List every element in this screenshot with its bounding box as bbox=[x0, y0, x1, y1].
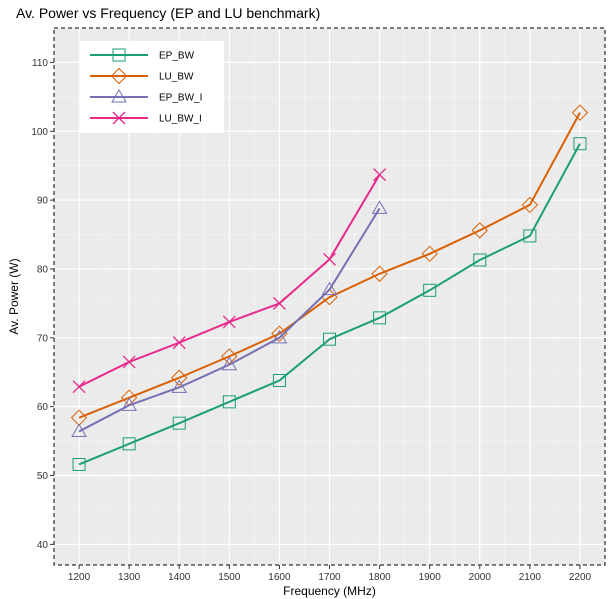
chart-title: Av. Power vs Frequency (EP and LU benchm… bbox=[16, 5, 320, 21]
data-point bbox=[122, 437, 136, 451]
data-point bbox=[72, 380, 86, 394]
y-tick-label: 90 bbox=[37, 196, 49, 207]
series-line bbox=[78, 207, 381, 433]
x-tick-label: 2000 bbox=[469, 572, 492, 583]
data-point bbox=[222, 315, 236, 329]
x-tick-label: 1700 bbox=[318, 572, 341, 583]
x-axis-title: Frequency (MHz) bbox=[283, 584, 376, 598]
data-point bbox=[171, 369, 188, 386]
legend-label: EP_BW_I bbox=[159, 93, 202, 104]
data-point bbox=[222, 395, 236, 409]
axis-ticks: 1200 1300 1400 1500 1600 1700 1800 1900 2000 2100… bbox=[31, 58, 591, 583]
data-point bbox=[171, 379, 188, 393]
data-point bbox=[323, 252, 336, 266]
legend-marker bbox=[112, 111, 126, 125]
y-tick-label: 60 bbox=[37, 402, 49, 413]
x-tick-label: 2100 bbox=[519, 572, 542, 583]
data-point bbox=[371, 265, 388, 282]
data-point bbox=[71, 423, 87, 437]
y-tick-label: 100 bbox=[31, 127, 48, 138]
legend-label: EP_BW bbox=[159, 51, 195, 62]
data-point-stroke bbox=[72, 380, 86, 394]
series-line bbox=[78, 112, 581, 419]
data-point bbox=[473, 253, 487, 267]
data-point bbox=[523, 229, 537, 243]
y-tick-label: 70 bbox=[37, 333, 49, 344]
data-point bbox=[521, 196, 539, 214]
legend-item: LU_BW bbox=[90, 67, 194, 85]
y-tick-label: 40 bbox=[37, 540, 49, 551]
data-point bbox=[172, 336, 186, 350]
x-tick-label: 2200 bbox=[569, 572, 592, 583]
data-point bbox=[221, 356, 238, 371]
y-tick-label: 50 bbox=[37, 471, 49, 482]
data-point bbox=[421, 245, 438, 263]
x-tick-label: 1500 bbox=[218, 572, 241, 583]
data-point bbox=[471, 222, 488, 239]
data-point bbox=[371, 200, 388, 214]
series-EP_BW_I bbox=[71, 200, 388, 437]
y-axis-title: Av. Power (W) bbox=[7, 258, 21, 334]
legend-marker bbox=[111, 89, 127, 103]
data-point bbox=[571, 104, 589, 121]
legend-label: LU_BW_I bbox=[159, 114, 202, 125]
series-EP_BW bbox=[72, 137, 587, 471]
x-tick-label: 1200 bbox=[68, 572, 91, 583]
data-point bbox=[72, 457, 86, 471]
data-point-stroke bbox=[272, 296, 286, 310]
series-line bbox=[78, 143, 581, 466]
data-point-stroke bbox=[323, 252, 336, 266]
data-point-stroke bbox=[172, 336, 186, 350]
legend-marker bbox=[110, 67, 128, 85]
y-tick-label: 110 bbox=[32, 58, 48, 69]
data-point-stroke bbox=[373, 168, 387, 182]
data-point bbox=[271, 329, 288, 344]
series-LU_BW_I bbox=[72, 168, 387, 394]
x-tick-label: 1800 bbox=[368, 572, 391, 583]
data-point bbox=[321, 281, 338, 296]
data-point bbox=[423, 283, 437, 297]
legend-marker-stroke bbox=[112, 111, 126, 125]
series-layer bbox=[70, 104, 589, 471]
x-tick-label: 1400 bbox=[168, 572, 191, 583]
data-point bbox=[172, 416, 186, 430]
data-point bbox=[271, 325, 288, 342]
legend-item: EP_BW_I bbox=[90, 89, 202, 104]
x-tick-label: 1600 bbox=[268, 572, 291, 583]
legend-item: LU_BW_I bbox=[90, 111, 202, 125]
x-tick-label: 1900 bbox=[419, 572, 442, 583]
data-point bbox=[272, 296, 286, 310]
data-point-stroke bbox=[122, 355, 136, 369]
data-point bbox=[323, 332, 336, 346]
data-point bbox=[573, 137, 587, 151]
legend-item: EP_BW bbox=[90, 48, 195, 62]
legend: EP_BW LU_BW EP_BW_I LU_BW_I bbox=[80, 41, 224, 133]
data-point bbox=[122, 355, 136, 369]
data-point-stroke bbox=[222, 315, 236, 329]
x-tick-label: 1300 bbox=[118, 572, 141, 583]
legend-label: LU_BW bbox=[159, 72, 194, 83]
data-point bbox=[121, 397, 138, 411]
data-point bbox=[373, 168, 387, 182]
legend-marker bbox=[112, 48, 126, 62]
y-tick-label: 80 bbox=[37, 264, 49, 275]
plot-border bbox=[53, 27, 606, 566]
data-point bbox=[373, 311, 387, 325]
data-point bbox=[272, 373, 286, 387]
